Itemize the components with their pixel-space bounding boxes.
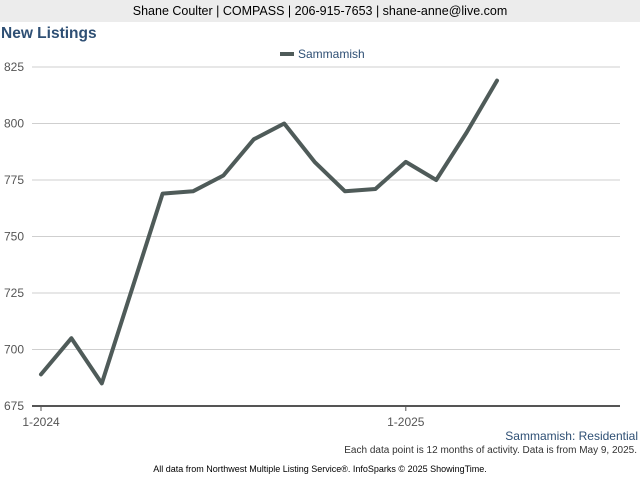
contact-text: Shane Coulter | COMPASS | 206-915-7653 |… — [132, 4, 508, 18]
chart-title: New Listings — [1, 25, 97, 42]
footer-credit: All data from Northwest Multiple Listing… — [153, 464, 487, 474]
legend-label: Sammamish — [298, 47, 365, 61]
y-tick-label: 825 — [4, 60, 24, 74]
x-tick-label: 1-2025 — [387, 415, 425, 429]
y-tick-label: 725 — [4, 286, 24, 300]
x-tick-label: 1-2024 — [22, 415, 60, 429]
y-tick-label: 750 — [4, 230, 24, 244]
y-tick-label: 675 — [4, 399, 24, 413]
chart-legend: Sammamish — [280, 46, 365, 62]
chart-note: Each data point is 12 months of activity… — [344, 445, 637, 456]
chart-caption: Sammamish: Residential — [505, 429, 638, 443]
contact-header: Shane Coulter | COMPASS | 206-915-7653 |… — [0, 0, 640, 22]
y-tick-label: 775 — [4, 173, 24, 187]
series-line-sammamish — [39, 78, 499, 386]
legend-swatch — [280, 52, 294, 56]
y-tick-label: 700 — [4, 343, 24, 357]
y-tick-label: 800 — [4, 117, 24, 131]
